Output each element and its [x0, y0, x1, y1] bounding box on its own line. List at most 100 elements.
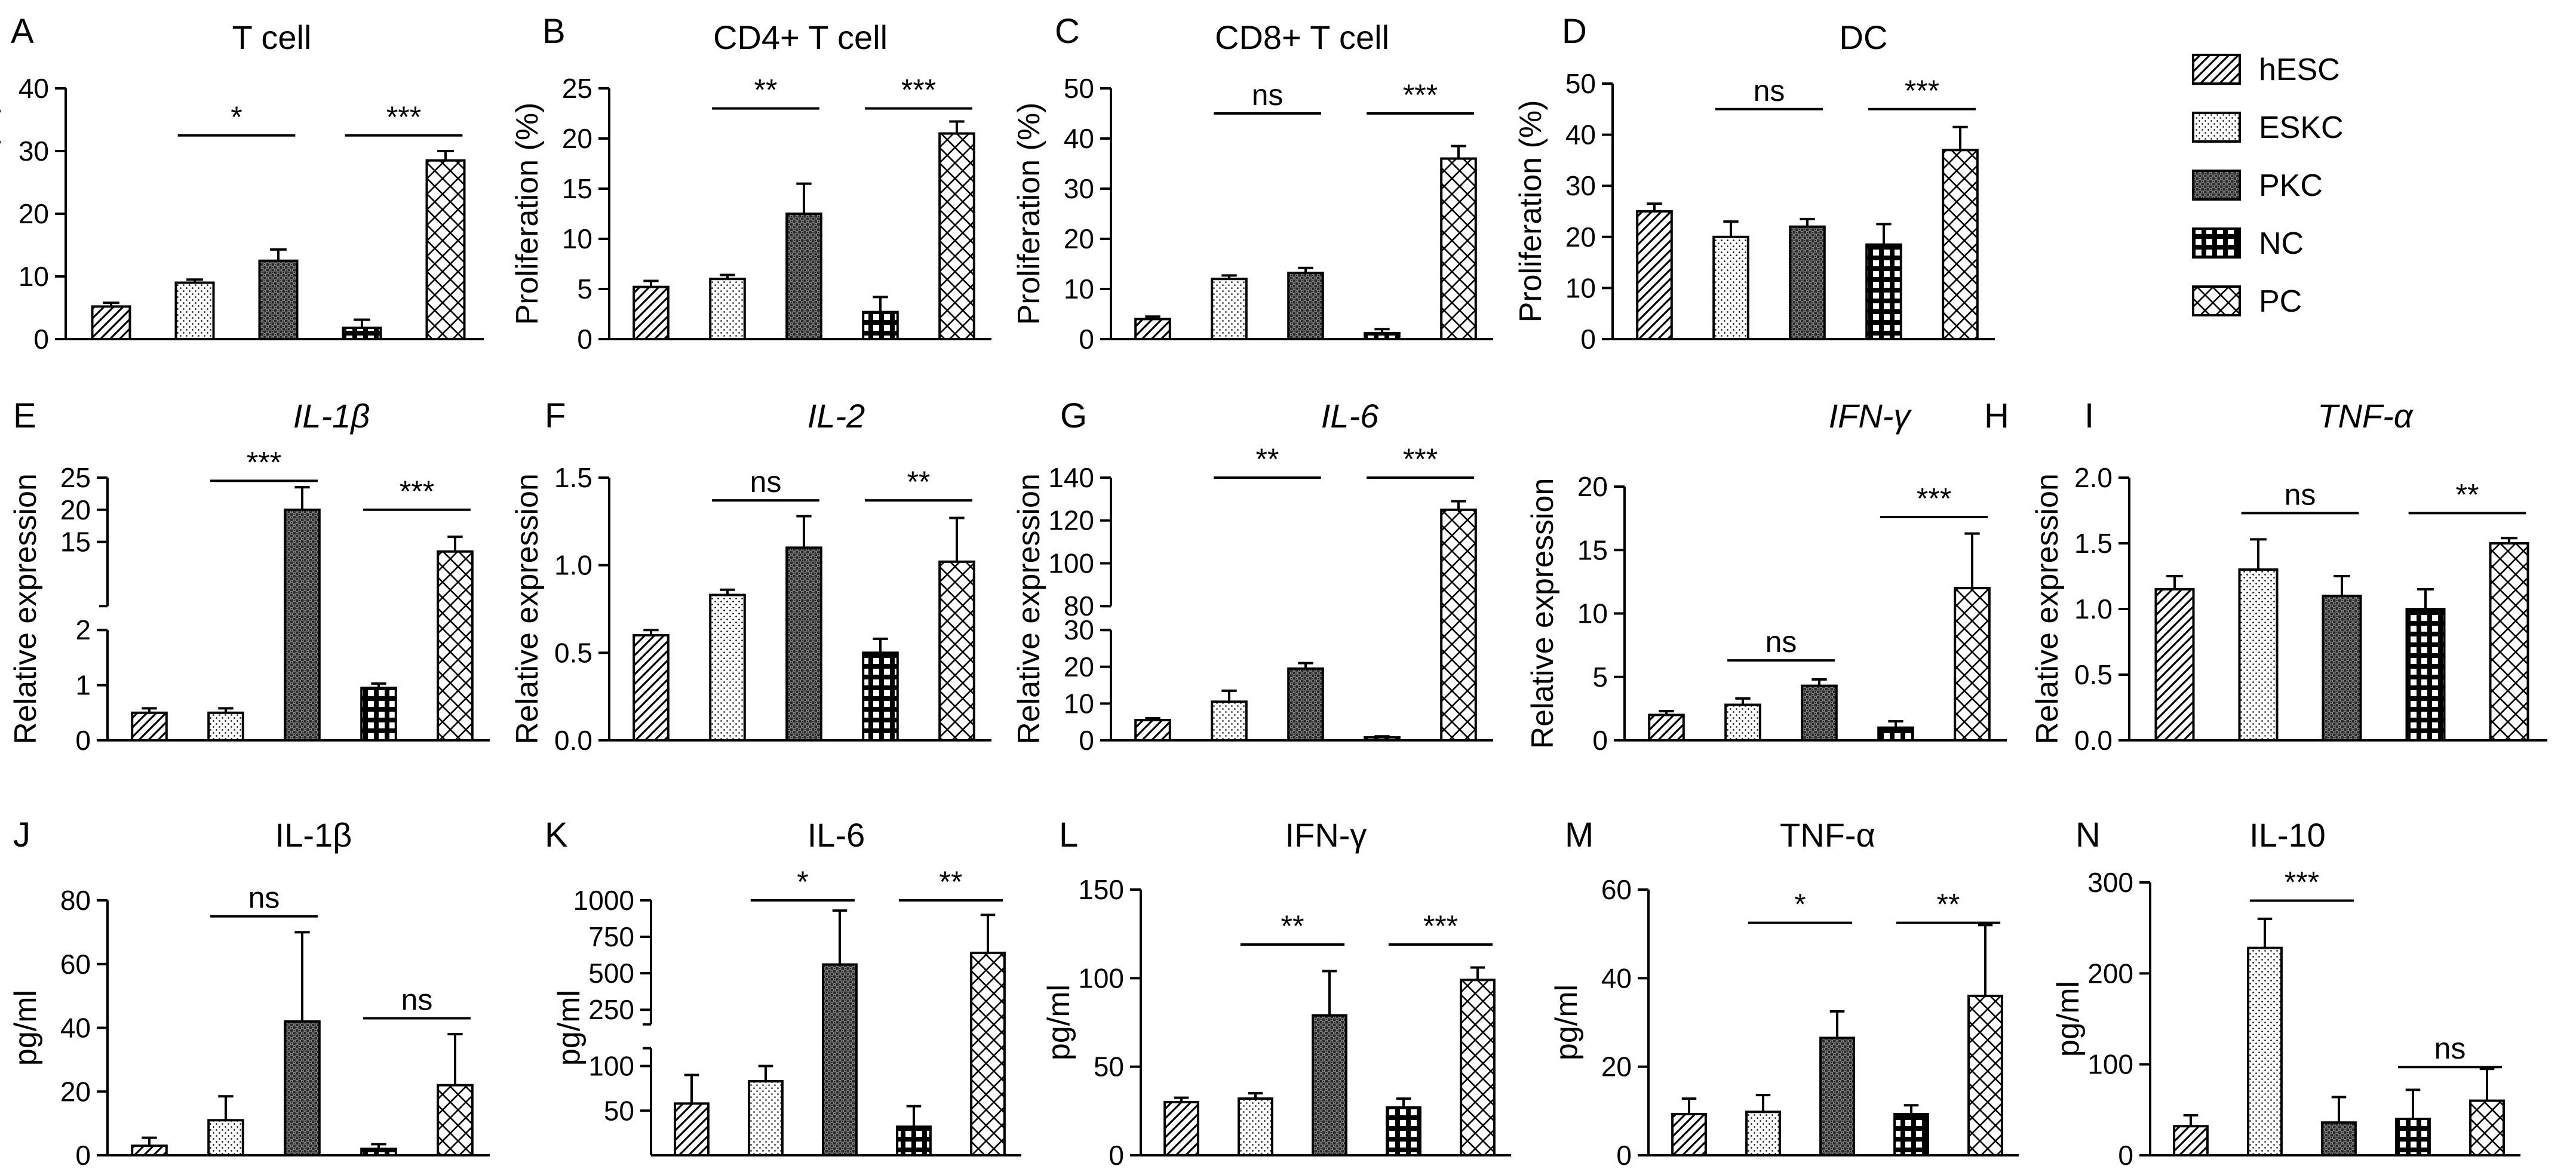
y-tick-label: 5: [1592, 662, 1608, 693]
y-axis-label: Relative expression: [1012, 473, 1046, 745]
bar-pkc: [284, 1020, 321, 1156]
y-tick-label: 100: [588, 1051, 634, 1082]
y-tick-label: 0: [1580, 324, 1596, 355]
bar-pc: [1440, 157, 1477, 340]
bar-eskc: [2247, 946, 2283, 1157]
y-tick-label: 1.5: [554, 462, 592, 493]
y-tick-label: 0: [75, 725, 91, 756]
y-tick-label: 1000: [573, 885, 634, 916]
bar-hesc: [1163, 1101, 1199, 1156]
panel-F: F IL-2 0.0 0.5 1.0 1.5 Relative expression ns **: [510, 396, 991, 756]
significance-label: ns: [1252, 78, 1284, 112]
bar-pc: [2489, 542, 2529, 742]
significance-label: **: [907, 465, 931, 499]
y-axis-label: Proliferation (%): [1012, 103, 1046, 325]
legend-swatch-hesc: [2192, 54, 2241, 85]
significance-label: **: [939, 865, 963, 899]
y-tick-label: 0: [2118, 1140, 2133, 1171]
panel-title: IL-6: [808, 816, 865, 854]
y-axis-label: pg/ml: [2051, 981, 2086, 1057]
significance-label: **: [1256, 442, 1279, 476]
significance-label: ***: [386, 100, 421, 134]
bar-eskc: [174, 281, 215, 340]
panel-letter: B: [542, 12, 566, 51]
significance-label: ns: [401, 983, 433, 1016]
y-tick-label: 0: [33, 324, 49, 355]
panel-title: TNF-α: [2317, 397, 2414, 435]
significance-label: ns: [2285, 478, 2316, 511]
panel-title: IL-10: [2249, 816, 2326, 854]
y-tick-label: 2: [75, 614, 91, 645]
panel-letter: J: [13, 816, 30, 854]
panel-title: T cell: [232, 19, 312, 56]
y-axis-label: pg/ml: [552, 990, 587, 1066]
panel-letter: F: [545, 396, 566, 435]
panel-title: IL-1β: [293, 397, 370, 435]
bar-pc: [1460, 979, 1496, 1157]
bar-eskc: [1724, 703, 1761, 742]
y-tick-label: 150: [1078, 874, 1124, 905]
legend-swatch-pkc: [2192, 170, 2241, 201]
bar-nc: [862, 310, 899, 341]
y-tick-label: 30: [1064, 614, 1094, 645]
bar-pc: [970, 951, 1006, 1156]
legend-label: hESC: [2259, 53, 2340, 87]
legend: hESC ESKC PKC NC PC: [2192, 53, 2344, 319]
bar-pc: [938, 560, 975, 742]
y-tick-label: 40: [1601, 962, 1632, 993]
y-tick-label: 100: [1048, 547, 1094, 579]
y-tick-label: 140: [1048, 462, 1094, 493]
bar-pc: [437, 1084, 474, 1156]
y-tick-label: 50: [604, 1095, 634, 1126]
y-tick-label: 20: [1577, 471, 1608, 502]
panel-letter: E: [13, 396, 36, 435]
y-tick-label: 20: [1064, 223, 1094, 254]
y-tick-label: 40: [60, 1013, 91, 1044]
panel-title: CD8+ T cell: [1215, 19, 1389, 56]
y-tick-label: 60: [60, 949, 91, 980]
significance-label: ***: [2285, 865, 2319, 899]
bar-nc: [1893, 1113, 1929, 1157]
y-tick-label: 10: [19, 261, 49, 292]
bar-eskc: [1238, 1097, 1273, 1156]
y-tick-label: 1.0: [554, 550, 592, 581]
y-tick-label: 0: [1109, 1140, 1124, 1171]
significance-label: *: [231, 100, 242, 134]
significance-label: **: [754, 73, 778, 107]
y-axis-label: Relative expression: [8, 473, 43, 745]
y-tick-label: 80: [60, 885, 91, 916]
y-tick-label: 0: [1616, 1140, 1632, 1171]
y-tick-label: 20: [19, 198, 49, 229]
panel-letter: G: [1060, 396, 1087, 435]
bar-pkc: [2321, 1121, 2357, 1157]
y-tick-label: 0: [577, 324, 592, 355]
bar-hesc: [131, 711, 168, 742]
bar-nc: [1386, 1106, 1421, 1157]
bar-nc: [862, 651, 899, 742]
bar-pkc: [2322, 595, 2362, 742]
significance-label: ***: [1403, 442, 1438, 476]
y-tick-label: 15: [60, 527, 91, 558]
bar-hesc: [91, 305, 131, 341]
y-tick-label: 0.0: [2074, 725, 2113, 756]
panel-title: DC: [1840, 19, 1888, 56]
panel-title: IFN-γ: [1829, 397, 1912, 435]
bar-eskc: [2238, 568, 2279, 742]
bar-hesc: [674, 1102, 710, 1156]
bar-nc: [360, 1148, 397, 1156]
y-tick-label: 0: [75, 1140, 91, 1171]
y-tick-label: 10: [1565, 272, 1596, 303]
bar-hesc: [2154, 588, 2195, 742]
significance-label: *: [1794, 888, 1806, 921]
significance-label: ***: [247, 445, 281, 479]
y-tick-label: 80: [1064, 590, 1094, 622]
y-tick-label: 750: [588, 921, 634, 952]
y-tick-label: 1.5: [2074, 528, 2113, 559]
panel-J: J IL-1β 0 20 40 60 80 pg/ml ns ns: [8, 816, 490, 1171]
